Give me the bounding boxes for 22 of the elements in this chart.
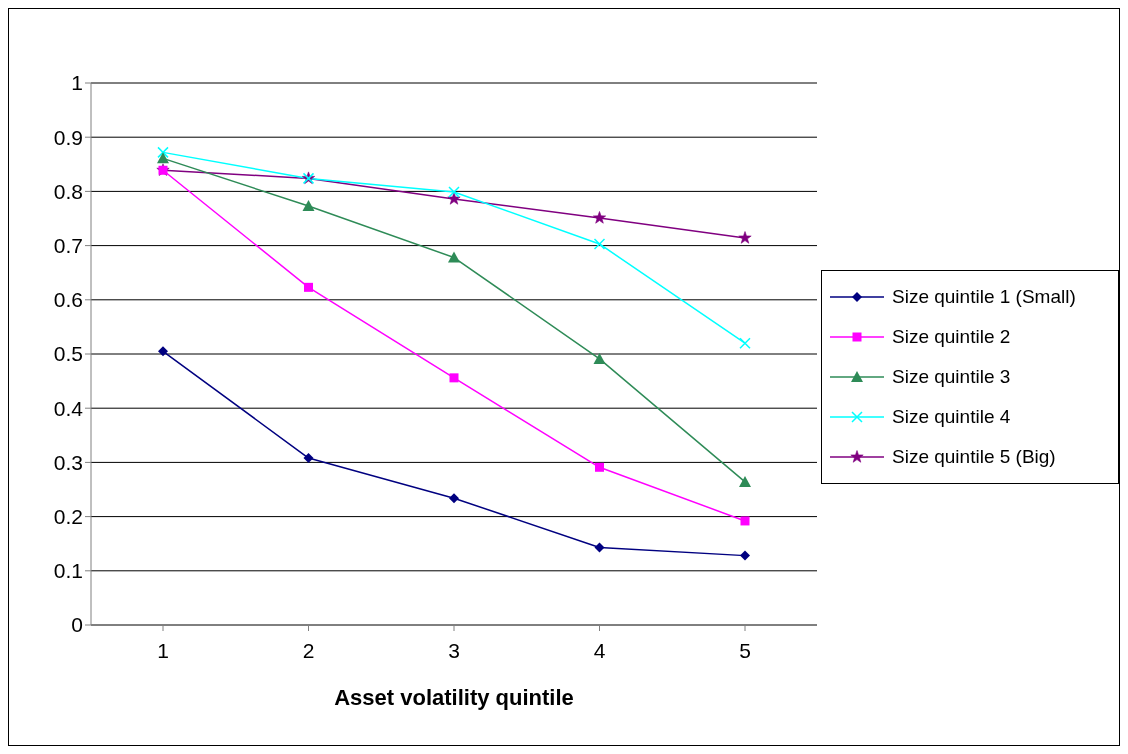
legend-label: Size quintile 5 (Big) [892, 446, 1056, 468]
y-tick-label: 0.2 [53, 505, 83, 529]
legend-label: Size quintile 2 [892, 326, 1011, 348]
y-tick-label: 0.3 [53, 450, 83, 474]
y-tick-label: 1 [71, 71, 83, 95]
y-tick-label: 0.1 [53, 559, 83, 583]
y-tick-label: 0 [71, 613, 83, 637]
y-tick-label: 0.4 [53, 396, 84, 420]
y-tick-label: 0.6 [53, 288, 83, 312]
x-tick-label: 5 [739, 638, 751, 662]
legend-label: Size quintile 1 (Small) [892, 286, 1076, 308]
x-tick-label: 3 [448, 638, 460, 662]
y-tick-label: 0.8 [53, 179, 83, 203]
x-tick-label: 2 [302, 638, 315, 662]
y-tick-label: 0.7 [53, 234, 83, 258]
y-tick-label: 0.9 [53, 125, 83, 149]
x-tick-label: 4 [593, 638, 606, 662]
y-tick-label: 0.5 [53, 342, 83, 366]
x-axis-title: Asset volatility quintile [334, 685, 574, 710]
legend-label: Size quintile 4 [892, 406, 1011, 428]
legend-label: Size quintile 3 [892, 366, 1011, 388]
x-tick-label: 1 [157, 638, 169, 662]
